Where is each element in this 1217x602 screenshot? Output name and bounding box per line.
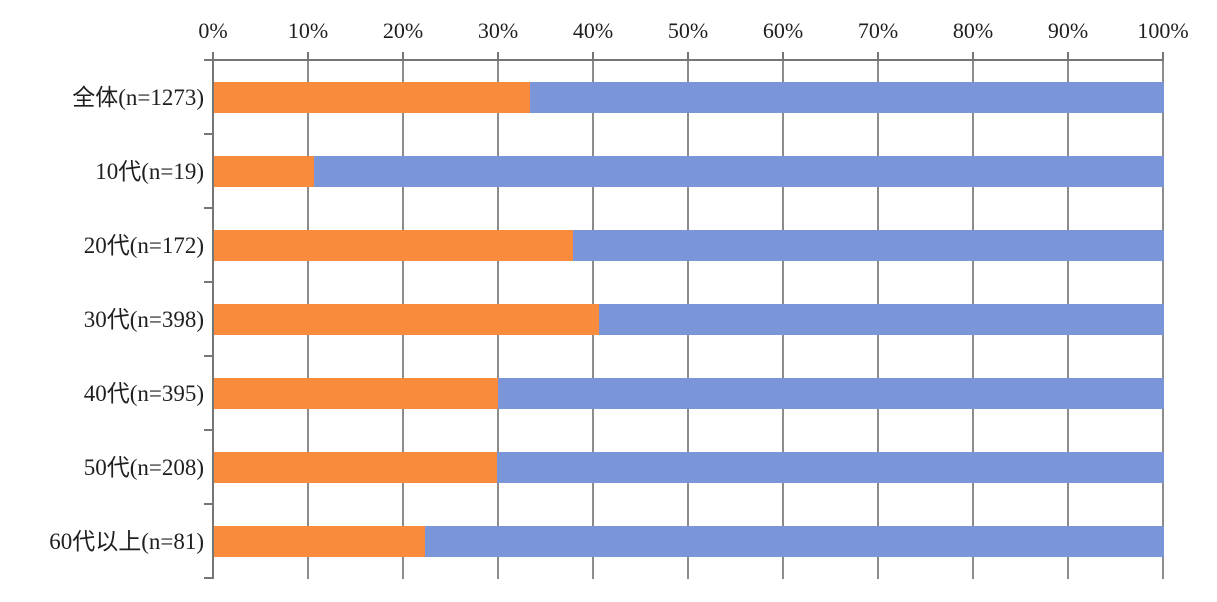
category-label: 30代(n=398) <box>83 307 204 332</box>
category-label: 10代(n=19) <box>95 159 204 184</box>
x-axis-tick <box>972 52 974 59</box>
bar-segment-orange <box>214 230 573 261</box>
bar-segment-orange <box>214 452 497 483</box>
bar-segment-blue <box>573 230 1164 261</box>
bar-segment-blue <box>425 526 1164 557</box>
bar-segment-orange <box>214 378 498 409</box>
bar-segment-orange <box>214 82 530 113</box>
x-axis-tick <box>592 52 594 59</box>
x-axis-tick-label: 30% <box>477 18 519 43</box>
bar-segment-blue <box>599 304 1164 335</box>
category-label: 50代(n=208) <box>83 455 204 480</box>
x-axis-tick <box>877 52 879 59</box>
x-axis-tick-label: 10% <box>287 18 329 43</box>
x-axis-tick-label: 80% <box>952 18 994 43</box>
x-axis-tick <box>687 52 689 59</box>
x-axis-tick <box>782 52 784 59</box>
x-axis-line <box>212 59 1164 61</box>
y-axis-tick <box>204 577 212 579</box>
x-axis-tick-label: 50% <box>667 18 709 43</box>
category-label: 20代(n=172) <box>83 233 204 258</box>
bar-segment-blue <box>497 452 1164 483</box>
x-axis-tick-label: 20% <box>382 18 424 43</box>
category-label: 全体(n=1273) <box>72 85 204 110</box>
y-axis-line <box>212 59 214 579</box>
x-axis-tick-label: 100% <box>1137 18 1189 43</box>
bar-segment-orange <box>214 526 425 557</box>
category-label: 40代(n=395) <box>83 381 204 406</box>
x-axis-tick <box>402 52 404 59</box>
x-axis-tick <box>1162 52 1164 59</box>
y-axis-tick <box>204 429 212 431</box>
y-axis-tick <box>204 503 212 505</box>
x-axis-tick-label: 60% <box>762 18 804 43</box>
y-axis-tick <box>204 281 212 283</box>
x-axis-tick-label: 70% <box>857 18 899 43</box>
x-axis-tick <box>497 52 499 59</box>
x-axis-tick <box>307 52 309 59</box>
x-axis-tick-label: 90% <box>1047 18 1089 43</box>
category-label: 60代以上(n=81) <box>49 529 204 554</box>
x-axis-tick <box>212 52 214 59</box>
bar-segment-orange <box>214 304 599 335</box>
bar-segment-blue <box>530 82 1164 113</box>
x-axis-tick-label: 40% <box>572 18 614 43</box>
bar-segment-blue <box>498 378 1164 409</box>
y-axis-tick <box>204 133 212 135</box>
x-axis-tick <box>1067 52 1069 59</box>
bar-segment-orange <box>214 156 314 187</box>
y-axis-tick <box>204 59 212 61</box>
y-axis-tick <box>204 207 212 209</box>
bar-segment-blue <box>314 156 1164 187</box>
x-axis-tick-label: 0% <box>198 18 228 43</box>
y-axis-tick <box>204 355 212 357</box>
